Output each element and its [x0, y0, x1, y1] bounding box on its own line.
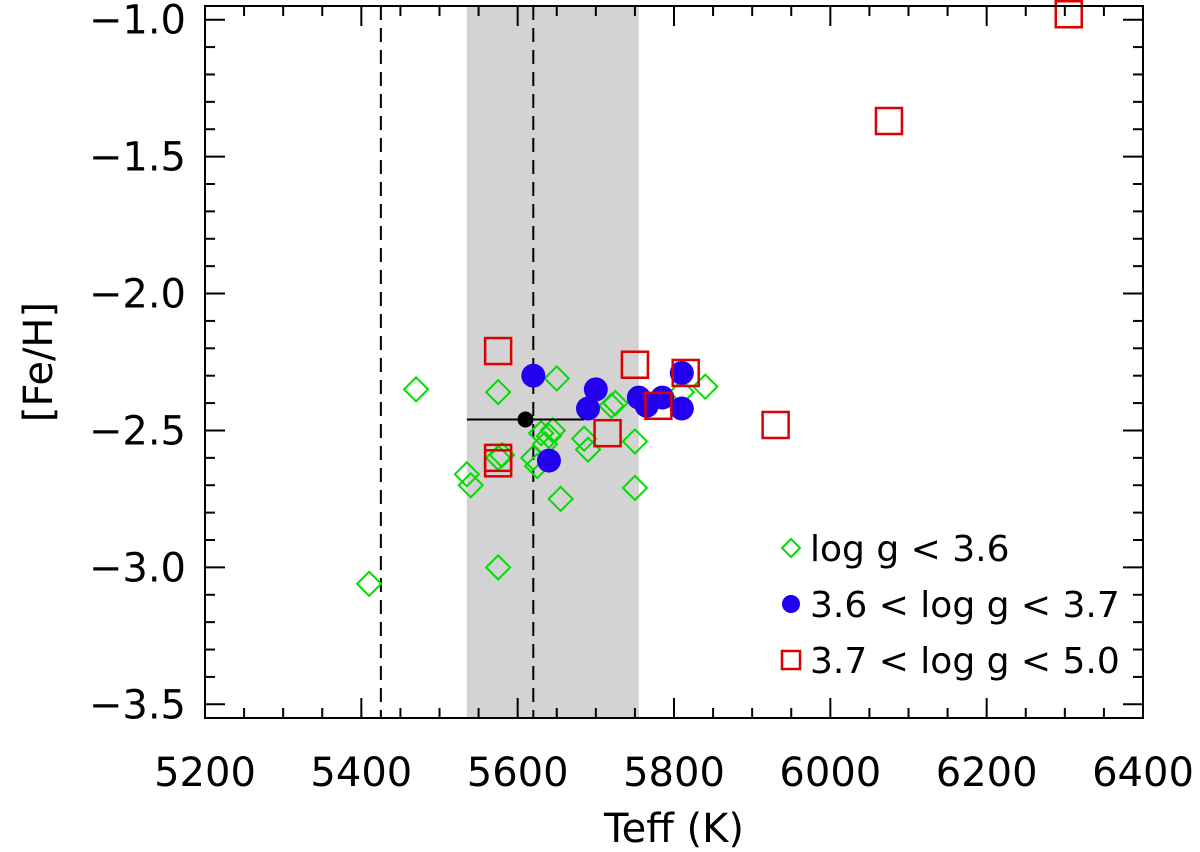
- plot-frame: [204, 5, 1144, 719]
- square-point: [644, 391, 673, 421]
- diamond-point: [601, 389, 629, 417]
- diamond-point: [621, 474, 649, 502]
- y-tick-label: −3.5: [89, 682, 186, 728]
- legend-label: 3.7 < log g < 5.0: [810, 641, 1120, 682]
- ticks-layer: 5200 5400 5600 5800 6000 6200 6400 −3.5 −3.0 −2.5…: [89, 0, 1194, 796]
- legend-label: log g < 3.6: [810, 529, 1009, 570]
- diamond-point: [547, 485, 575, 513]
- y-tick-label: −1.0: [89, 0, 186, 44]
- diamond-point: [543, 365, 571, 392]
- square-point: [483, 449, 513, 478]
- x-tick-label: 6400: [1092, 750, 1194, 796]
- diamond-point: [484, 378, 512, 406]
- x-tick-label: 5800: [623, 750, 725, 796]
- diamond-point: [621, 428, 649, 455]
- diamond-point: [402, 375, 430, 403]
- y-tick-label: −2.0: [89, 272, 186, 318]
- data-points-layer: [355, 0, 1083, 598]
- reference-point-layer: [466, 411, 585, 428]
- circle-point: [669, 396, 694, 421]
- square-point: [620, 350, 650, 379]
- y-tick-label: −1.5: [89, 135, 186, 181]
- diamond-point: [355, 570, 383, 598]
- y-tick-label: −3.0: [89, 545, 186, 591]
- legend-diamond-icon: [780, 537, 802, 559]
- x-tick-label: 6200: [936, 750, 1038, 796]
- square-point: [593, 418, 622, 448]
- legend-label: 3.6 < log g < 3.7: [810, 585, 1120, 626]
- circle-point: [576, 396, 601, 421]
- diamond-point: [453, 460, 481, 488]
- square-point: [483, 336, 513, 366]
- diamond-point: [457, 471, 485, 499]
- legend: log g < 3.6 3.6 < log g < 3.7 3.7 < log g …: [780, 529, 1120, 682]
- x-tick-label: 5400: [310, 750, 412, 796]
- reference-point: [517, 411, 534, 428]
- x-tick-label: 5600: [467, 750, 569, 796]
- square-point: [874, 106, 904, 136]
- square-point: [1054, 0, 1083, 29]
- circle-point: [583, 377, 608, 402]
- x-axis-label: Teff (K): [603, 806, 744, 852]
- shaded-band: [466, 6, 639, 718]
- circle-point: [536, 448, 561, 473]
- diamond-point: [539, 417, 567, 444]
- y-axis-label: [Fe/H]: [16, 302, 62, 422]
- diamond-point: [691, 373, 719, 401]
- y-tick-label: −2.5: [89, 408, 186, 454]
- x-tick-label: 5200: [154, 750, 256, 796]
- x-tick-label: 6000: [779, 750, 881, 796]
- square-point: [671, 358, 700, 388]
- legend-circle-icon: [782, 595, 800, 613]
- square-point: [761, 410, 790, 440]
- circle-point: [669, 360, 694, 385]
- vertical-lines-layer: [379, 6, 535, 718]
- legend-square-icon: [780, 649, 802, 671]
- diamond-point: [570, 425, 598, 453]
- diamond-point: [527, 419, 555, 447]
- shaded-band-layer: [466, 6, 639, 718]
- circle-point: [521, 363, 546, 388]
- diamond-point: [484, 553, 512, 581]
